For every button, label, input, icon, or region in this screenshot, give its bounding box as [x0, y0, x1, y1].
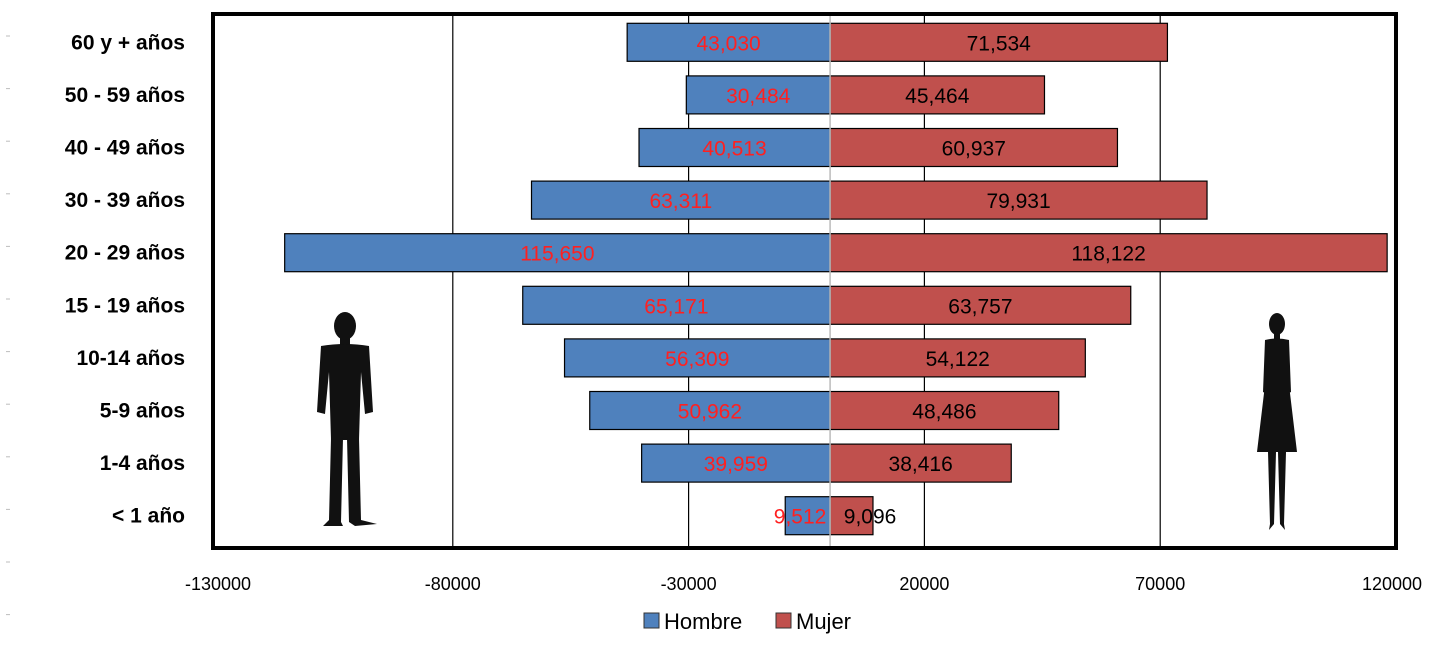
category-label: 50 - 59 años	[65, 84, 185, 107]
data-label-mujer: 9,096	[844, 506, 897, 529]
x-tick-label: -30000	[661, 574, 717, 594]
data-label-hombre: 39,959	[704, 453, 768, 476]
legend-swatch-hombre	[643, 612, 660, 629]
x-tick-label: 20000	[899, 574, 949, 594]
plot-border	[211, 12, 1398, 550]
data-label-mujer: 54,122	[926, 348, 990, 371]
bar-mujer	[829, 233, 1388, 273]
bar-mujer	[829, 496, 874, 536]
category-label: 30 - 39 años	[65, 189, 185, 212]
category-label: 1-4 años	[100, 452, 185, 475]
data-label-hombre: 65,171	[644, 295, 708, 318]
bar-hombre	[784, 496, 831, 536]
bar-mujer	[829, 127, 1119, 168]
bar-hombre	[638, 127, 831, 168]
data-label-hombre: 115,650	[520, 243, 594, 266]
data-label-mujer: 118,122	[1071, 243, 1145, 266]
bar-hombre	[563, 338, 831, 378]
bar-mujer	[829, 75, 1046, 115]
x-tick-label: -80000	[425, 574, 481, 594]
male-silhouette-icon	[317, 312, 377, 526]
category-label: < 1 año	[112, 505, 185, 528]
bar-hombre	[522, 285, 831, 325]
category-label: 15 - 19 años	[65, 294, 185, 317]
bar-mujer	[829, 338, 1086, 378]
bar-mujer	[829, 180, 1208, 220]
category-label: 10-14 años	[76, 347, 185, 370]
bar-hombre	[530, 180, 831, 220]
data-label-mujer: 45,464	[905, 85, 970, 108]
data-label-mujer: 79,931	[986, 190, 1050, 213]
data-label-hombre: 43,030	[696, 32, 760, 55]
data-label-hombre: 50,962	[678, 401, 742, 424]
data-label-hombre: 56,309	[665, 348, 729, 371]
data-label-mujer: 48,486	[912, 401, 976, 424]
data-label-hombre: 63,311	[649, 190, 712, 213]
data-label-hombre: 30,484	[726, 85, 791, 108]
data-label-mujer: 71,534	[967, 32, 1032, 55]
female-silhouette-icon	[1257, 313, 1297, 530]
category-label: 40 - 49 años	[65, 137, 185, 160]
data-label-mujer: 38,416	[889, 453, 953, 476]
bar-hombre	[641, 443, 831, 483]
category-label: 60 y + años	[71, 31, 185, 54]
legend-swatch-mujer	[775, 612, 792, 629]
bar-hombre	[685, 75, 831, 115]
data-label-mujer: 63,757	[948, 295, 1012, 318]
legend-label-hombre: Hombre	[664, 609, 742, 634]
bar-mujer	[829, 443, 1012, 483]
category-label: 5-9 años	[100, 400, 185, 423]
legend-label-mujer: Mujer	[796, 609, 851, 634]
x-tick-label: -130000	[185, 574, 251, 594]
data-label-mujer: 60,937	[942, 138, 1006, 161]
bar-mujer	[829, 22, 1169, 62]
x-tick-label: 120000	[1362, 574, 1422, 594]
category-label: 20 - 29 años	[65, 242, 185, 265]
data-label-hombre: 9,512	[774, 506, 827, 529]
x-tick-label: 70000	[1135, 574, 1185, 594]
data-label-hombre: 40,513	[702, 138, 766, 161]
bar-hombre	[284, 233, 831, 273]
